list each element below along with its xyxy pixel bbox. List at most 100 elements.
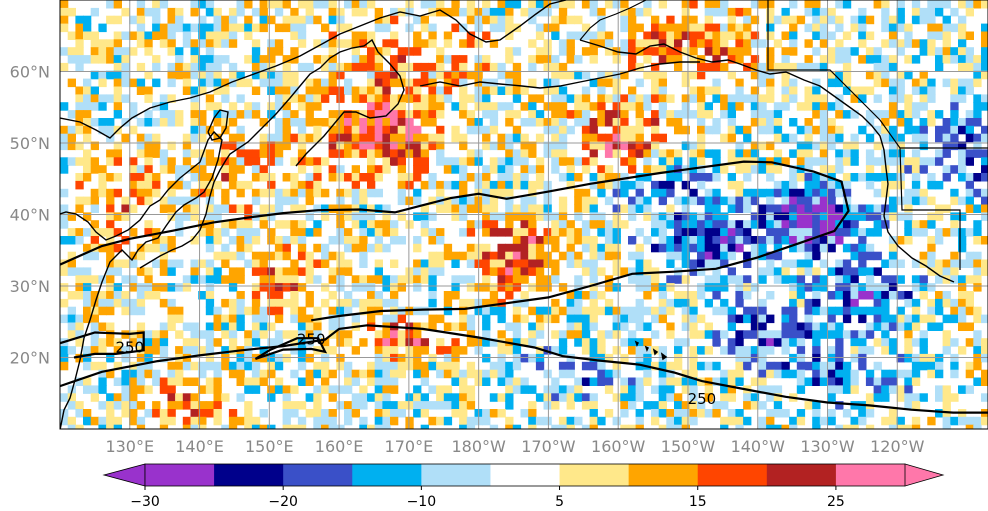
field-cell xyxy=(804,102,813,111)
field-cell xyxy=(144,283,153,292)
field-cell xyxy=(919,15,928,25)
field-cell xyxy=(205,283,215,292)
field-cell xyxy=(842,220,852,229)
field-cell xyxy=(888,15,898,25)
field-cell xyxy=(274,70,284,80)
field-cell xyxy=(597,31,606,40)
field-cell xyxy=(198,409,207,418)
field-cell xyxy=(428,283,437,292)
field-cell xyxy=(129,78,138,88)
field-cell xyxy=(758,220,767,229)
field-cell xyxy=(328,125,337,135)
field-cell xyxy=(466,110,476,119)
field-cell xyxy=(129,416,138,426)
field-cell xyxy=(566,416,575,426)
field-cell xyxy=(167,180,176,190)
field-cell xyxy=(75,157,84,166)
field-cell xyxy=(904,369,913,379)
field-cell xyxy=(75,196,84,206)
field-cell xyxy=(712,204,721,213)
field-cell xyxy=(935,267,944,276)
field-cell xyxy=(827,31,836,40)
field-cell xyxy=(328,322,337,331)
field-cell xyxy=(106,212,115,221)
field-cell xyxy=(83,267,92,276)
field-cell xyxy=(896,141,905,151)
field-cell xyxy=(60,267,69,276)
field-cell xyxy=(620,23,629,33)
field-cell xyxy=(259,7,268,17)
field-cell xyxy=(674,401,683,410)
field-cell xyxy=(835,322,844,331)
field-cell xyxy=(528,149,537,158)
x-tick-label: 170°W xyxy=(521,437,576,456)
field-cell xyxy=(558,173,568,182)
field-cell xyxy=(90,70,99,80)
field-cell xyxy=(888,385,898,394)
field-cell xyxy=(436,180,445,190)
field-cell xyxy=(812,338,821,347)
field-cell xyxy=(528,7,537,17)
field-cell xyxy=(106,369,115,379)
field-cell xyxy=(344,377,353,386)
field-cell xyxy=(789,424,798,429)
field-cell xyxy=(274,220,284,229)
field-cell xyxy=(382,133,391,143)
field-cell xyxy=(896,15,905,25)
field-cell xyxy=(919,393,928,402)
field-cell xyxy=(766,346,775,355)
field-cell xyxy=(704,385,713,394)
field-cell xyxy=(190,47,199,56)
field-cell xyxy=(888,322,898,331)
field-cell xyxy=(359,259,368,268)
field-cell xyxy=(290,385,299,394)
field-cell xyxy=(436,346,445,355)
field-cell xyxy=(789,133,798,143)
field-cell xyxy=(581,23,591,33)
contour-line-250 xyxy=(60,324,988,414)
field-cell xyxy=(382,220,391,229)
field-cell xyxy=(850,133,859,143)
field-cell xyxy=(766,47,775,56)
field-cell xyxy=(113,62,122,72)
field-cell xyxy=(167,188,176,198)
field-cell xyxy=(981,31,988,40)
field-cell xyxy=(182,180,192,190)
field-cell xyxy=(704,212,713,221)
field-cell xyxy=(482,15,491,25)
field-cell xyxy=(236,416,245,426)
field-cell xyxy=(896,7,905,17)
field-cell xyxy=(973,416,982,426)
field-cell xyxy=(635,102,644,111)
field-cell xyxy=(144,86,153,95)
field-cell xyxy=(420,70,429,80)
field-cell xyxy=(896,322,905,331)
field-cell xyxy=(267,338,276,347)
field-cell xyxy=(604,118,614,127)
field-cell xyxy=(397,102,406,111)
field-cell xyxy=(328,306,337,316)
field-cell xyxy=(136,322,146,331)
field-cell xyxy=(758,416,767,426)
field-cell xyxy=(958,385,967,394)
field-cell xyxy=(274,23,284,33)
field-cell xyxy=(106,259,115,268)
field-cell xyxy=(935,259,944,268)
field-cell xyxy=(321,409,330,418)
field-cell xyxy=(766,86,775,95)
field-cell xyxy=(651,165,660,174)
field-cell xyxy=(643,259,652,268)
field-cell xyxy=(251,236,261,245)
field-cell xyxy=(497,409,506,418)
field-cell xyxy=(267,204,276,213)
field-cell xyxy=(290,401,299,410)
field-cell xyxy=(190,322,199,331)
field-cell xyxy=(497,283,506,292)
field-cell xyxy=(374,267,383,276)
field-cell xyxy=(812,243,821,253)
field-cell xyxy=(113,102,122,111)
field-cell xyxy=(451,212,460,221)
field-cell xyxy=(60,0,69,9)
field-cell xyxy=(589,314,598,324)
field-cell xyxy=(305,86,314,95)
